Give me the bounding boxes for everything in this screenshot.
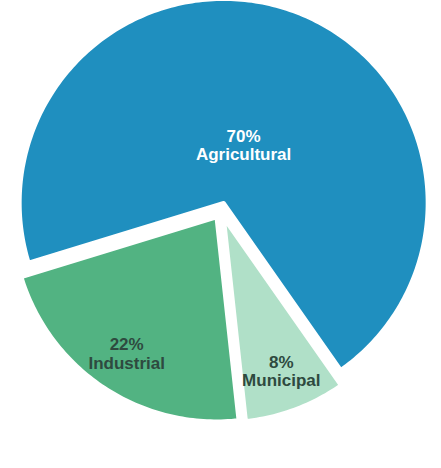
- svg-text:70%Agricultural: 70%Agricultural: [196, 127, 291, 165]
- svg-text:22%Industrial: 22%Industrial: [88, 335, 165, 373]
- svg-text:8%Municipal: 8%Municipal: [242, 353, 320, 391]
